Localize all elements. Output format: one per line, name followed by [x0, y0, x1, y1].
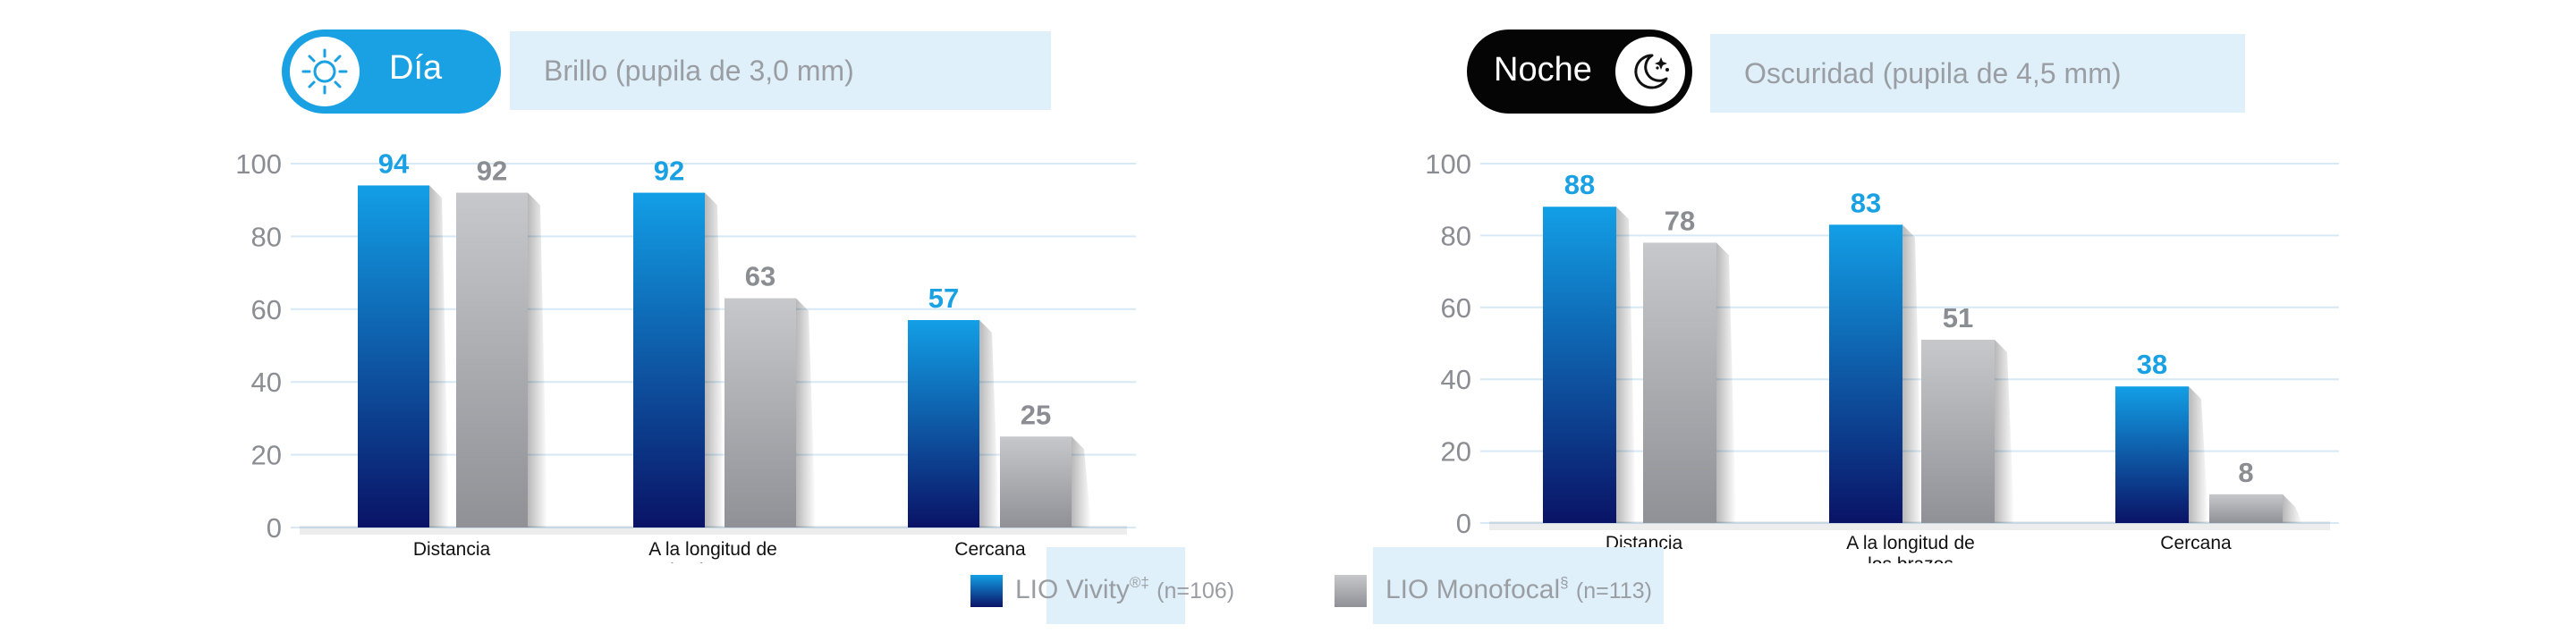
floor-shadow — [1489, 521, 2330, 530]
bar-shadow — [1072, 436, 1091, 528]
y-tick-label: 0 — [1456, 508, 1471, 539]
legend-label-mono: LIO Monofocal — [1385, 575, 1561, 604]
bar-shadow — [796, 298, 816, 528]
legend-n-mono: (n=113) — [1575, 578, 1652, 603]
bar-vivity — [1829, 224, 1902, 523]
legend-n-vivity: (n=106) — [1157, 578, 1235, 603]
bar-mono — [2209, 494, 2283, 523]
bar-shadow — [528, 192, 547, 528]
day-chart: 0 20 40 60 80 100 94 92 Distancia 92 63 A la longit… — [235, 148, 1136, 563]
night-condition: Oscuridad (pupila de 4,5 mm) — [1710, 34, 2245, 113]
floor-shadow — [300, 526, 1127, 535]
bar-vivity — [633, 192, 705, 528]
legend-sup-vivity: ®‡ — [1129, 574, 1149, 591]
moon-stars-icon — [1615, 37, 1685, 106]
bar-vivity — [2115, 386, 2189, 523]
y-tick-label: 60 — [1441, 292, 1471, 324]
y-tick-label: 100 — [235, 148, 282, 180]
data-label-mono: 25 — [1021, 399, 1051, 430]
y-tick-label: 40 — [251, 367, 282, 398]
legend-swatch-mono — [1335, 575, 1367, 607]
data-label-mono: 51 — [1943, 302, 1973, 333]
y-tick-label: 0 — [267, 512, 282, 544]
data-label-mono: 78 — [1665, 205, 1695, 236]
y-tick-label: 100 — [1425, 148, 1471, 180]
y-tick-label: 20 — [1441, 436, 1471, 468]
x-tick-label: Cercana — [954, 539, 1026, 560]
night-label: Noche — [1494, 51, 1592, 89]
bar-mono — [1643, 242, 1716, 523]
data-label-vivity: 57 — [928, 283, 959, 314]
y-tick-label: 60 — [251, 294, 282, 325]
data-label-mono: 92 — [477, 156, 507, 187]
bar-shadow — [1902, 224, 1922, 523]
x-tick-label: los brazos — [670, 561, 756, 563]
legend-item-mono: LIO Monofocal§ (n=113) — [1385, 574, 1652, 605]
data-label-mono: 63 — [745, 261, 775, 292]
night-badge: Noche — [1467, 30, 1692, 114]
bar-mono — [1921, 339, 1995, 523]
data-label-vivity: 83 — [1851, 187, 1881, 218]
x-tick-label: los brazos — [1868, 554, 1953, 563]
day-label: Día — [389, 49, 443, 87]
y-tick-label: 80 — [251, 221, 282, 252]
night-panel: Noche Oscuridad (pupila de 4,5 mm) 0 20 40… — [1395, 0, 2361, 563]
bar-mono — [724, 298, 796, 528]
x-tick-label: A la longitud de — [648, 539, 777, 560]
bar-mono — [456, 192, 528, 528]
legend-highlight-vivity — [1046, 547, 1185, 624]
bar-shadow — [979, 320, 999, 528]
bar-vivity — [1543, 207, 1616, 524]
bar-shadow — [705, 192, 724, 528]
bar-mono — [1000, 436, 1072, 528]
x-tick-label: Distancia — [413, 539, 491, 560]
legend-item-vivity: LIO Vivity®‡ (n=106) — [1015, 574, 1234, 605]
bar-shadow — [1616, 207, 1636, 524]
bar-vivity — [358, 185, 429, 528]
day-panel: Día Brillo (pupila de 3,0 mm) 0 20 40 60 80 1… — [206, 0, 1172, 563]
bar-shadow — [1995, 339, 2014, 523]
legend-swatch-vivity — [970, 575, 1003, 607]
bar-vivity — [908, 320, 979, 528]
data-label-vivity: 94 — [378, 148, 410, 179]
data-label-vivity: 92 — [654, 156, 684, 187]
legend-highlight-mono — [1373, 547, 1664, 624]
data-label-vivity: 88 — [1564, 169, 1595, 200]
x-tick-label: A la longitud de — [1846, 533, 1975, 553]
x-tick-label: Cercana — [2160, 533, 2232, 553]
day-badge: Día — [282, 30, 501, 114]
bar-shadow — [1716, 242, 1736, 523]
data-label-mono: 8 — [2238, 457, 2253, 488]
day-condition: Brillo (pupila de 3,0 mm) — [510, 31, 1051, 110]
bar-shadow — [2189, 386, 2208, 523]
y-tick-label: 40 — [1441, 364, 1471, 395]
y-tick-label: 80 — [1441, 220, 1471, 251]
y-tick-label: 20 — [251, 440, 282, 471]
bar-shadow — [2283, 494, 2302, 523]
legend-sup-mono: § — [1560, 574, 1569, 591]
bar-shadow — [429, 185, 449, 528]
legend-label-vivity: LIO Vivity — [1015, 575, 1130, 604]
sun-icon — [290, 37, 360, 106]
data-label-vivity: 38 — [2137, 349, 2167, 380]
